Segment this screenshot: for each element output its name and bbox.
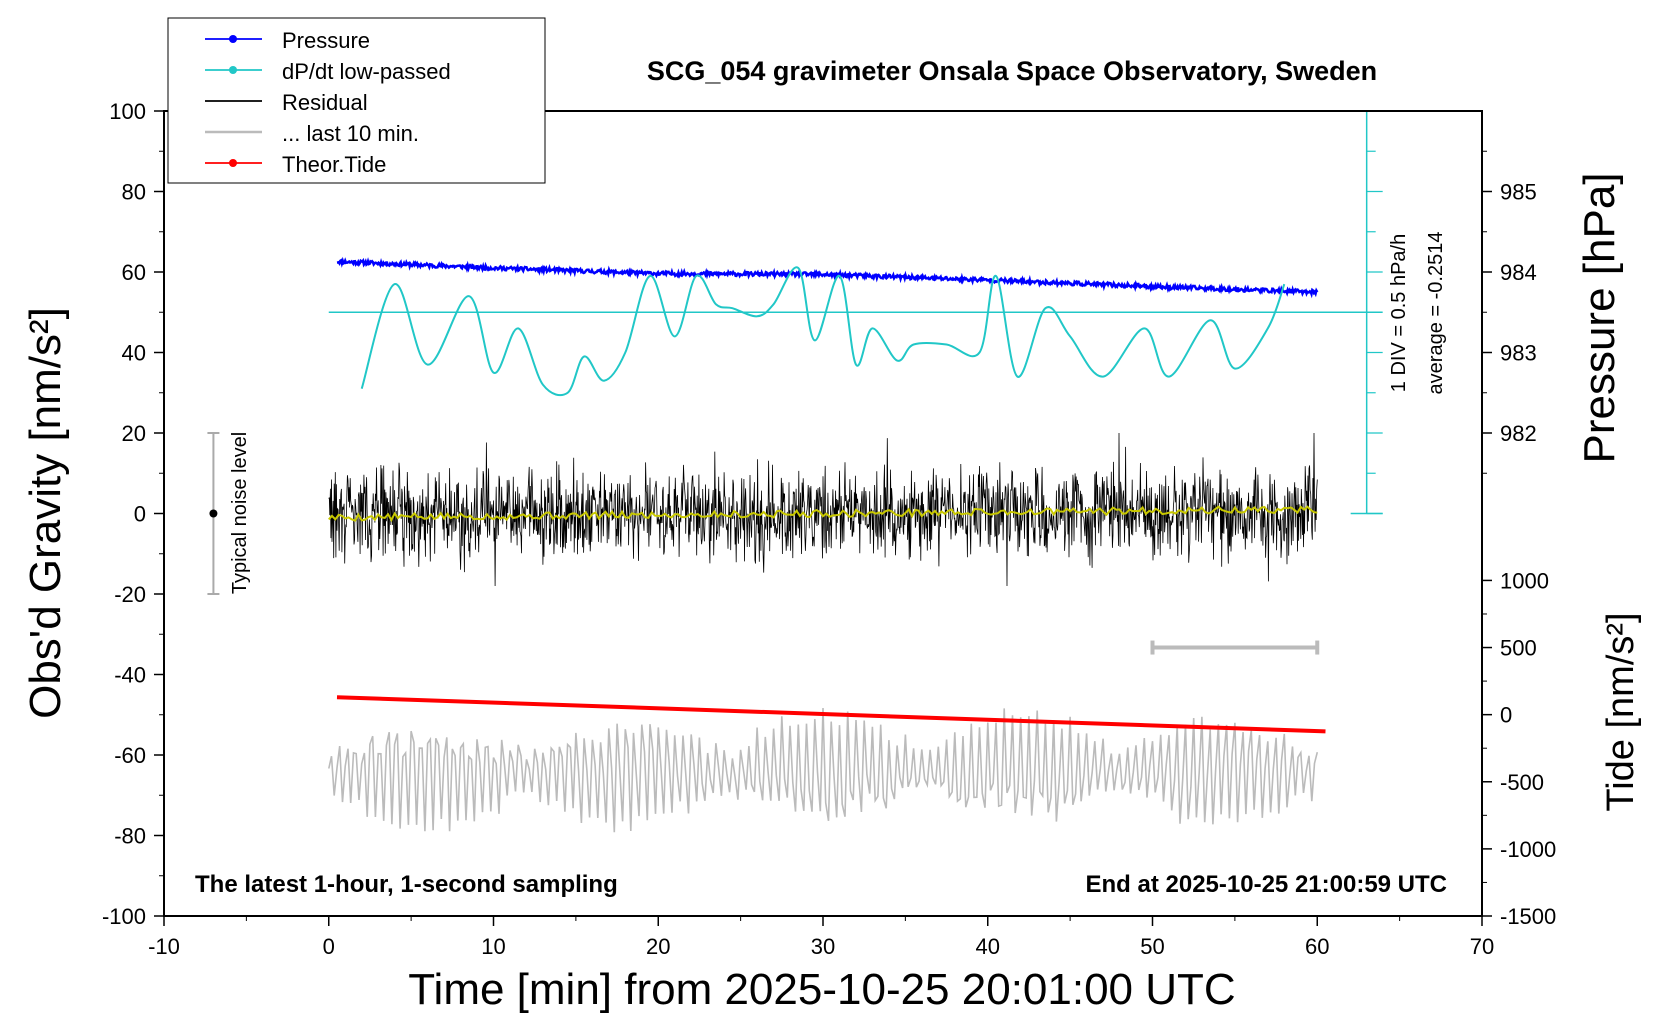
pressure-tick-label: 983 bbox=[1500, 341, 1537, 366]
y-tick-label: 0 bbox=[134, 502, 146, 527]
residual-smoothed-line bbox=[328, 505, 1318, 523]
last10-series-line bbox=[328, 707, 1319, 833]
legend: Pressure dP/dt low-passed Residual ... l… bbox=[167, 17, 546, 184]
noise-level-label: Typical noise level bbox=[229, 432, 251, 594]
noise-level-center-dot bbox=[209, 509, 218, 518]
tide-tick-label: 500 bbox=[1500, 636, 1537, 661]
axis-layer: -10 0 10 20 30 40 50 60 70-100-80-60-40-20020406… bbox=[102, 99, 1556, 959]
pressure-tick-label: 982 bbox=[1500, 421, 1537, 446]
average-annotation: average = -0.2514 bbox=[1425, 232, 1447, 395]
legend-label-pressure: Pressure bbox=[282, 28, 370, 53]
pressure-tick-label: 985 bbox=[1500, 180, 1537, 205]
x-tick-label: -10 bbox=[148, 934, 180, 959]
legend-marker-4 bbox=[229, 159, 237, 167]
x-tick-label: 10 bbox=[481, 934, 505, 959]
y-tick-label: -100 bbox=[102, 904, 146, 929]
data-layer bbox=[207, 110, 1383, 833]
legend-marker-0 bbox=[229, 35, 237, 43]
y-tick-label: -60 bbox=[114, 743, 146, 768]
legend-label-last10: ... last 10 min. bbox=[282, 121, 419, 146]
tide-tick-label: 1000 bbox=[1500, 568, 1549, 593]
chart-title: SCG_054 gravimeter Onsala Space Observat… bbox=[647, 56, 1377, 86]
legend-items bbox=[205, 35, 262, 167]
x-tick-label: 30 bbox=[811, 934, 835, 959]
x-tick-label: 0 bbox=[323, 934, 335, 959]
tide-tick-label: -1000 bbox=[1500, 837, 1556, 862]
tide-tick-label: -1500 bbox=[1500, 904, 1556, 929]
y-tick-label: -20 bbox=[114, 582, 146, 607]
dpdt-series-line bbox=[360, 266, 1286, 397]
tide-tick-label: -500 bbox=[1500, 770, 1544, 795]
div-annotation: 1 DIV = 0.5 hPa/h bbox=[1388, 234, 1410, 392]
y-axis-title-tide: Tide [nm/s²] bbox=[1600, 612, 1642, 811]
legend-marker-1 bbox=[229, 66, 237, 74]
y-tick-label: 100 bbox=[109, 99, 146, 124]
pressure-tick-label: 984 bbox=[1500, 260, 1537, 285]
bottom-left-annotation: The latest 1-hour, 1-second sampling bbox=[195, 871, 618, 898]
x-tick-label: 20 bbox=[646, 934, 670, 959]
legend-label-residual: Residual bbox=[282, 90, 368, 115]
x-tick-label: 40 bbox=[976, 934, 1000, 959]
x-axis-title: Time [min] from 2025-10-25 20:01:00 UTC bbox=[408, 965, 1235, 1014]
y-tick-label: 20 bbox=[122, 421, 146, 446]
tide-series-line bbox=[336, 695, 1326, 734]
y-axis-title-pressure: Pressure [hPa] bbox=[1575, 172, 1624, 463]
pressure-series-line bbox=[336, 256, 1319, 299]
y-tick-label: 80 bbox=[122, 180, 146, 205]
tide-tick-label: 0 bbox=[1500, 703, 1512, 728]
residual-series-line bbox=[328, 432, 1318, 587]
x-tick-label: 70 bbox=[1470, 934, 1494, 959]
x-tick-label: 60 bbox=[1305, 934, 1329, 959]
legend-label-tide: Theor.Tide bbox=[282, 152, 386, 177]
y-tick-label: -80 bbox=[114, 824, 146, 849]
y-tick-label: 40 bbox=[122, 341, 146, 366]
bottom-right-annotation: End at 2025-10-25 21:00:59 UTC bbox=[1086, 871, 1448, 898]
x-tick-label: 50 bbox=[1140, 934, 1164, 959]
y-tick-label: 60 bbox=[122, 260, 146, 285]
legend-label-dpdt: dP/dt low-passed bbox=[282, 59, 451, 84]
y-tick-label: -40 bbox=[114, 663, 146, 688]
y-axis-title-gravity: Obs'd Gravity [nm/s²] bbox=[21, 307, 70, 719]
